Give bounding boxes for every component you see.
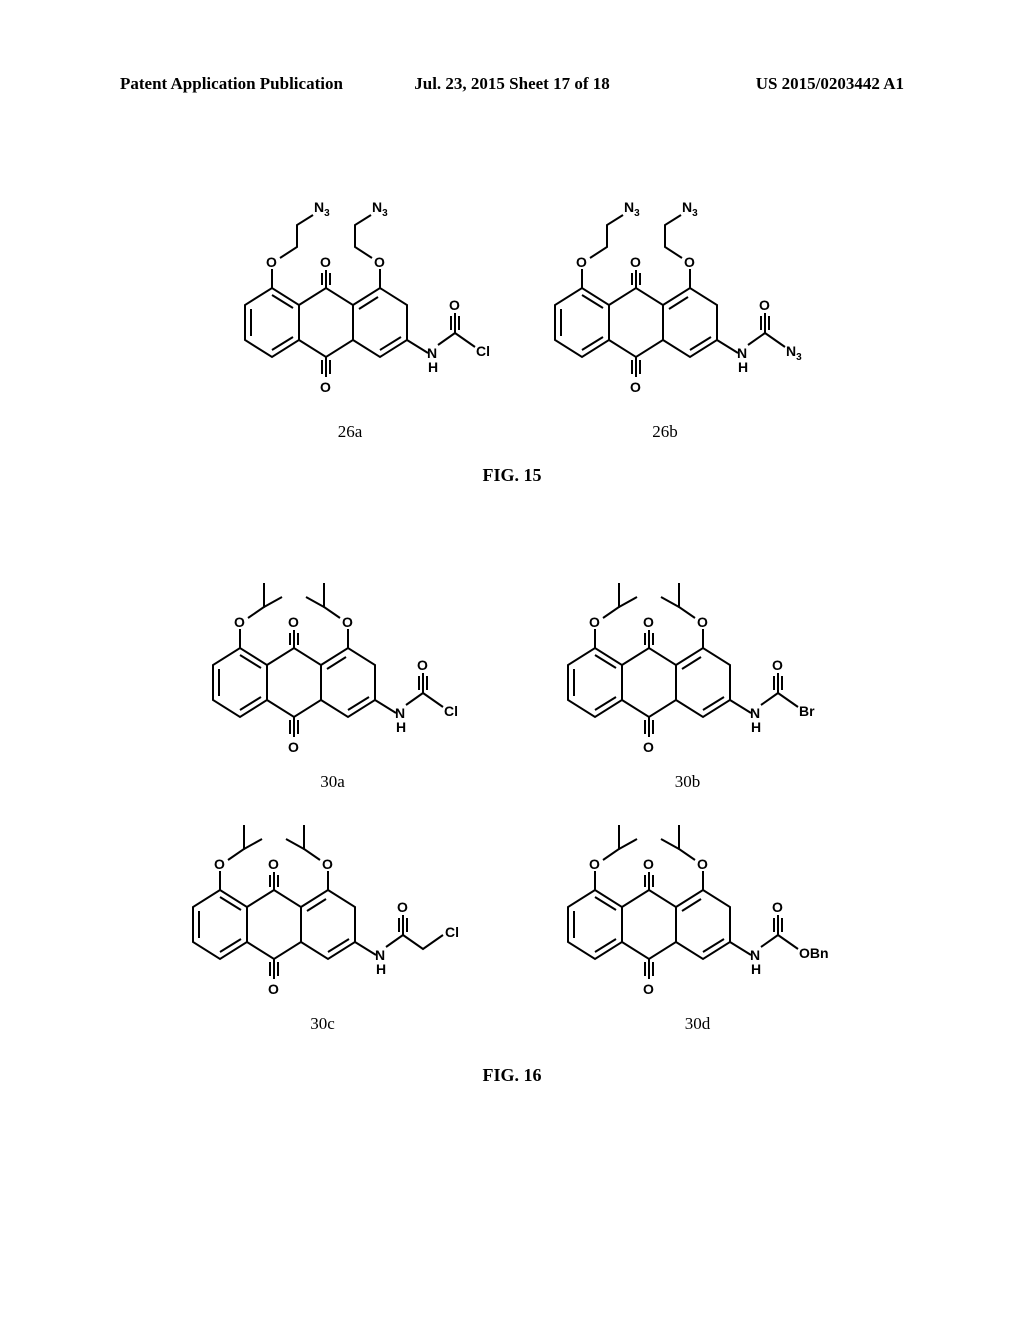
atom-O: O bbox=[374, 254, 385, 270]
svg-text:O: O bbox=[772, 657, 783, 673]
atom-N3: N3 bbox=[786, 343, 802, 363]
svg-text:O: O bbox=[342, 614, 353, 630]
atom-O: O bbox=[320, 254, 331, 270]
atom-N3: N3 bbox=[372, 199, 388, 219]
atom-O: O bbox=[576, 254, 587, 270]
page-header: Patent Application Publication Jul. 23, … bbox=[0, 74, 1024, 94]
fig15-container: O O O O N3 N3 N H O Cl 26a bbox=[215, 185, 805, 442]
svg-text:O: O bbox=[268, 981, 279, 997]
structure-30d: O O O O N H O OBn 30d bbox=[523, 797, 873, 1034]
svg-text:H: H bbox=[376, 961, 386, 977]
svg-text:O: O bbox=[214, 856, 225, 872]
header-patent-number: US 2015/0203442 A1 bbox=[643, 74, 904, 94]
svg-text:H: H bbox=[751, 719, 761, 735]
molecule-26a-svg: O O O O N3 N3 N H O Cl bbox=[210, 185, 490, 420]
svg-text:O: O bbox=[772, 899, 783, 915]
molecule-26b-svg: O O O O N3 N3 N H O N3 bbox=[520, 185, 810, 420]
label-30d: 30d bbox=[685, 1014, 711, 1034]
label-30a: 30a bbox=[320, 772, 345, 792]
svg-text:O: O bbox=[697, 614, 708, 630]
fig16-row2: O O O O N H O Cl 30c bbox=[150, 797, 870, 1034]
structure-26b: O O O O N3 N3 N H O N3 26b bbox=[520, 185, 810, 442]
svg-text:Cl: Cl bbox=[445, 924, 459, 940]
svg-text:O: O bbox=[643, 981, 654, 997]
svg-text:O: O bbox=[643, 739, 654, 755]
fig15-caption: FIG. 15 bbox=[0, 465, 1024, 486]
svg-text:O: O bbox=[288, 739, 299, 755]
molecule-30b-svg: O O O O N H O Br bbox=[523, 555, 853, 770]
svg-text:O: O bbox=[589, 614, 600, 630]
atom-Cl: Cl bbox=[476, 343, 490, 359]
svg-text:O: O bbox=[697, 856, 708, 872]
label-26b: 26b bbox=[652, 422, 678, 442]
atom-O: O bbox=[759, 297, 770, 313]
atom-N3: N3 bbox=[682, 199, 698, 219]
svg-text:H: H bbox=[751, 961, 761, 977]
structure-30b: O O O O N H O Br 30b bbox=[523, 555, 853, 792]
fig15-row: O O O O N3 N3 N H O Cl 26a bbox=[215, 185, 805, 442]
svg-text:O: O bbox=[322, 856, 333, 872]
header-publication: Patent Application Publication bbox=[120, 74, 381, 94]
fig16-caption: FIG. 16 bbox=[0, 1065, 1024, 1086]
label-30b: 30b bbox=[675, 772, 701, 792]
svg-text:O: O bbox=[397, 899, 408, 915]
molecule-30d-svg: O O O O N H O OBn bbox=[523, 797, 873, 1012]
atom-H: H bbox=[738, 359, 748, 375]
svg-text:OBn: OBn bbox=[799, 945, 829, 961]
svg-text:O: O bbox=[643, 614, 654, 630]
atom-O: O bbox=[266, 254, 277, 270]
atom-O: O bbox=[684, 254, 695, 270]
atom-N3: N3 bbox=[314, 199, 330, 219]
structure-30c: O O O O N H O Cl 30c bbox=[148, 797, 498, 1034]
svg-text:O: O bbox=[288, 614, 299, 630]
atom-H: H bbox=[428, 359, 438, 375]
label-30c: 30c bbox=[310, 1014, 335, 1034]
structure-30a: O O O O N H O Cl 30a bbox=[168, 555, 498, 792]
svg-text:O: O bbox=[417, 657, 428, 673]
svg-text:Cl: Cl bbox=[444, 703, 458, 719]
molecule-30a-svg: O O O O N H O Cl bbox=[168, 555, 498, 770]
atom-O: O bbox=[630, 254, 641, 270]
svg-text:O: O bbox=[643, 856, 654, 872]
fig16-container: O O O O N H O Cl 30a bbox=[150, 555, 870, 1039]
svg-text:H: H bbox=[396, 719, 406, 735]
molecule-30c-svg: O O O O N H O Cl bbox=[148, 797, 498, 1012]
atom-O: O bbox=[320, 379, 331, 395]
svg-text:O: O bbox=[268, 856, 279, 872]
svg-text:Br: Br bbox=[799, 703, 815, 719]
atom-N3: N3 bbox=[624, 199, 640, 219]
label-26a: 26a bbox=[338, 422, 363, 442]
svg-text:O: O bbox=[589, 856, 600, 872]
fig16-row1: O O O O N H O Cl 30a bbox=[150, 555, 870, 792]
header-date-sheet: Jul. 23, 2015 Sheet 17 of 18 bbox=[381, 74, 642, 94]
svg-text:O: O bbox=[234, 614, 245, 630]
atom-O: O bbox=[449, 297, 460, 313]
structure-26a: O O O O N3 N3 N H O Cl 26a bbox=[210, 185, 490, 442]
atom-O: O bbox=[630, 379, 641, 395]
